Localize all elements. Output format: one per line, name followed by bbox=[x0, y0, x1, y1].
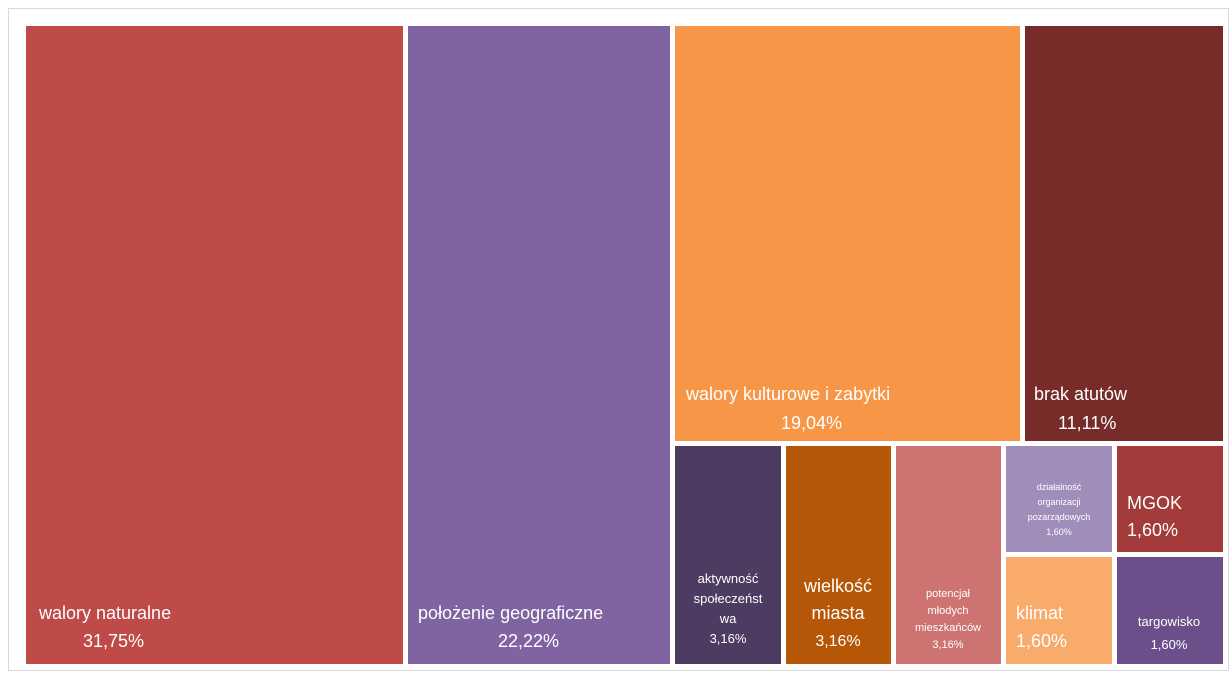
tile-name-line: organizacji bbox=[1037, 497, 1080, 507]
tile-name-line: walory naturalne bbox=[38, 603, 171, 623]
tile-name-line: aktywność bbox=[698, 571, 759, 586]
tile-name-line: MGOK bbox=[1127, 493, 1182, 513]
tile-value-label: 1,60% bbox=[1016, 631, 1067, 651]
tile-label-targowisko: targowisko 1,60% bbox=[1138, 614, 1200, 652]
tile-value-label: 1,60% bbox=[1046, 527, 1072, 537]
tile-value-label: 3,16% bbox=[932, 639, 963, 651]
tile-label-aktywnosc-spoleczenstwa: aktywność społeczeńst wa 3,16% bbox=[694, 571, 763, 646]
tile-value-label: 3,16% bbox=[710, 631, 747, 646]
tile-polozenie-geograficzne bbox=[408, 26, 670, 664]
tile-name-line: społeczeńst bbox=[694, 591, 763, 606]
tile-klimat bbox=[1006, 557, 1112, 664]
tile-value-label: 3,16% bbox=[815, 633, 860, 650]
tile-name-line: wielkość bbox=[803, 576, 872, 596]
tile-label-brak-atutow: brak atutów 11,11% bbox=[1034, 384, 1128, 433]
tile-name-line: targowisko bbox=[1138, 614, 1200, 629]
tile-label-mgok: MGOK 1,60% bbox=[1127, 493, 1182, 540]
tile-name-line: miasta bbox=[811, 603, 865, 623]
tile-potencjal-mlodych-mieszkancow bbox=[896, 446, 1001, 664]
tile-aktywnosc-spoleczenstwa bbox=[675, 446, 781, 664]
tile-value-label: 11,11% bbox=[1058, 413, 1116, 433]
tile-name-line: wa bbox=[719, 611, 737, 626]
tile-value-label: 1,60% bbox=[1151, 637, 1188, 652]
tile-name-line: klimat bbox=[1016, 603, 1063, 623]
tile-name-line: położenie geograficzne bbox=[418, 603, 603, 623]
tile-name-line: walory kulturowe i zabytki bbox=[685, 384, 890, 404]
tile-label-polozenie-geograficzne: położenie geograficzne 22,22% bbox=[418, 603, 603, 651]
chart-frame: walory naturalne 31,75% położenie geografi… bbox=[8, 8, 1229, 671]
tile-brak-atutow bbox=[1025, 26, 1223, 441]
tile-dzialalnosc-organizacji-pozarzadowych bbox=[1006, 446, 1112, 552]
tile-label-dzialalnosc-organizacji-pozarzadowych: działalność organizacji pozarządowych 1,60% bbox=[1028, 482, 1091, 537]
tile-walory-naturalne bbox=[26, 26, 403, 664]
tile-label-potencjal-mlodych-mieszkancow: potencjał młodych mieszkańców 3,16% bbox=[915, 588, 981, 651]
tile-targowisko bbox=[1117, 557, 1223, 664]
tile-walory-kulturowe-i-zabytki bbox=[675, 26, 1020, 441]
tile-label-klimat: klimat 1,60% bbox=[1016, 603, 1067, 651]
tile-label-walory-naturalne: walory naturalne 31,75% bbox=[38, 603, 171, 651]
treemap-chart: walory naturalne 31,75% położenie geografi… bbox=[26, 26, 1223, 664]
tile-value-label: 31,75% bbox=[83, 631, 144, 651]
tile-name-line: mieszkańców bbox=[915, 622, 981, 634]
tile-value-label: 22,22% bbox=[498, 631, 559, 651]
tile-name-line: pozarządowych bbox=[1028, 512, 1091, 522]
tile-name-line: potencjał bbox=[926, 588, 971, 600]
tile-name-line: działalność bbox=[1037, 482, 1082, 492]
tile-name-line: brak atutów bbox=[1034, 384, 1128, 404]
tile-name-line: młodych bbox=[928, 605, 969, 617]
tile-value-label: 19,04% bbox=[781, 413, 842, 433]
tile-label-walory-kulturowe-i-zabytki: walory kulturowe i zabytki 19,04% bbox=[685, 384, 890, 433]
tile-mgok bbox=[1117, 446, 1223, 552]
tile-value-label: 1,60% bbox=[1127, 520, 1178, 540]
tile-label-wielkosc-miasta: wielkość miasta 3,16% bbox=[803, 576, 872, 650]
tile-wielkosc-miasta bbox=[786, 446, 891, 664]
